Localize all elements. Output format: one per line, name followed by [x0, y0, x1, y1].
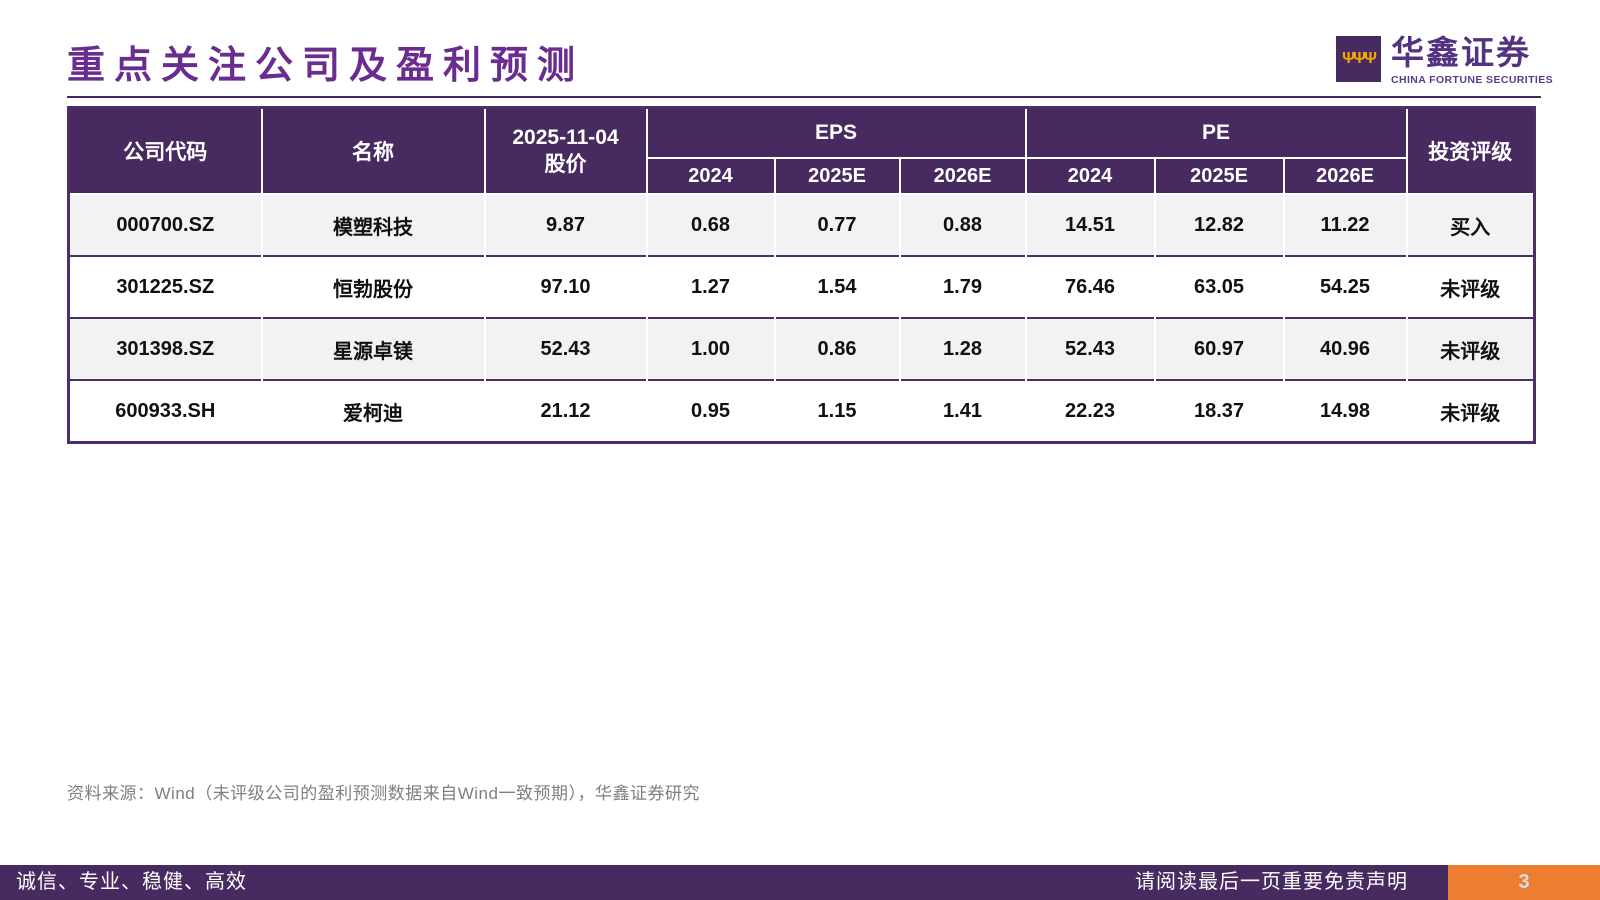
cell-price: 9.87: [483, 193, 648, 256]
cell-pe-2024: 76.46: [1024, 255, 1156, 318]
cell-code: 600933.SH: [67, 379, 263, 443]
cell-price: 97.10: [483, 255, 648, 318]
cell-eps-2025e: 0.77: [773, 193, 901, 256]
table-body: 000700.SZ 模塑科技 9.87 0.68 0.77 0.88 14.51 12.82 1…: [67, 193, 1536, 443]
cell-eps-2025e: 1.54: [773, 255, 901, 318]
col-header-pe-group: PE: [1024, 106, 1408, 159]
col-header-rating: 投资评级: [1405, 106, 1536, 195]
col-header-eps-2025e: 2025E: [773, 157, 901, 195]
page-title: 重点关注公司及盈利预测: [67, 45, 585, 87]
col-header-price: 2025-11-04 股价: [483, 106, 648, 195]
cell-rating: 买入: [1405, 193, 1536, 256]
cell-price: 52.43: [483, 317, 648, 380]
cell-code: 301398.SZ: [67, 317, 263, 380]
cell-rating: 未评级: [1405, 317, 1536, 380]
cell-code: 301225.SZ: [67, 255, 263, 318]
table-row: 301225.SZ 恒勃股份 97.10 1.27 1.54 1.79 76.46 63.05…: [67, 255, 1536, 318]
col-header-pe-2026e: 2026E: [1282, 157, 1408, 195]
cell-eps-2024: 1.00: [645, 317, 776, 380]
footer-bar: 诚信、专业、稳健、高效 请阅读最后一页重要免责声明 3: [0, 865, 1600, 900]
forecast-table: 公司代码 名称 2025-11-04 股价 EPS PE 投资评级 2024 2…: [67, 106, 1537, 444]
cell-eps-2026e: 1.41: [898, 379, 1027, 443]
cell-eps-2026e: 1.28: [898, 317, 1027, 380]
col-header-eps-2024: 2024: [645, 157, 776, 195]
cell-eps-2025e: 0.86: [773, 317, 901, 380]
brand-logo: ΨΨΨ 华鑫证券 CHINA FORTUNE SECURITIES: [1336, 34, 1554, 86]
cell-name: 恒勃股份: [260, 255, 486, 318]
col-header-code: 公司代码: [67, 106, 263, 195]
brand-logo-icon: ΨΨΨ: [1336, 36, 1381, 82]
cell-pe-2026e: 14.98: [1282, 379, 1408, 443]
col-header-eps-2026e: 2026E: [898, 157, 1027, 195]
cell-eps-2024: 1.27: [645, 255, 776, 318]
table-row: 600933.SH 爱柯迪 21.12 0.95 1.15 1.41 22.23 18.37 1…: [67, 379, 1536, 443]
col-header-eps-group: EPS: [645, 106, 1027, 159]
cell-eps-2024: 0.95: [645, 379, 776, 443]
cell-rating: 未评级: [1405, 255, 1536, 318]
footer-disclaimer: 请阅读最后一页重要免责声明: [1135, 871, 1408, 893]
page-number: 3: [1448, 865, 1600, 900]
source-note: 资料来源：Wind（未评级公司的盈利预测数据来自Wind一致预期），华鑫证券研究: [67, 784, 700, 803]
cell-name: 爱柯迪: [260, 379, 486, 443]
cell-pe-2026e: 40.96: [1282, 317, 1408, 380]
col-header-pe-2025e: 2025E: [1153, 157, 1285, 195]
cell-name: 模塑科技: [260, 193, 486, 256]
cell-rating: 未评级: [1405, 379, 1536, 443]
cell-eps-2026e: 0.88: [898, 193, 1027, 256]
cell-price: 21.12: [483, 379, 648, 443]
cell-eps-2024: 0.68: [645, 193, 776, 256]
cell-name: 星源卓镁: [260, 317, 486, 380]
cell-pe-2024: 52.43: [1024, 317, 1156, 380]
cell-pe-2025e: 18.37: [1153, 379, 1285, 443]
table-header: 公司代码 名称 2025-11-04 股价 EPS PE 投资评级 2024 2…: [67, 106, 1536, 195]
cell-eps-2025e: 1.15: [773, 379, 901, 443]
cell-eps-2026e: 1.79: [898, 255, 1027, 318]
table-row: 301398.SZ 星源卓镁 52.43 1.00 0.86 1.28 52.43 60.97…: [67, 317, 1536, 380]
footer-slogan: 诚信、专业、稳健、高效: [16, 871, 247, 893]
cell-pe-2025e: 12.82: [1153, 193, 1285, 256]
cell-pe-2024: 22.23: [1024, 379, 1156, 443]
col-header-pe-2024: 2024: [1024, 157, 1156, 195]
cell-pe-2024: 14.51: [1024, 193, 1156, 256]
brand-name-cn: 华鑫证券: [1391, 34, 1531, 71]
table-row: 000700.SZ 模塑科技 9.87 0.68 0.77 0.88 14.51 12.82 1…: [67, 193, 1536, 256]
cell-code: 000700.SZ: [67, 193, 263, 256]
brand-name-en: CHINA FORTUNE SECURITIES: [1391, 73, 1554, 86]
col-header-name: 名称: [260, 106, 486, 195]
cell-pe-2026e: 54.25: [1282, 255, 1408, 318]
cell-pe-2025e: 60.97: [1153, 317, 1285, 380]
cell-pe-2026e: 11.22: [1282, 193, 1408, 256]
title-underline: [67, 96, 1541, 98]
cell-pe-2025e: 63.05: [1153, 255, 1285, 318]
brand-name: 华鑫证券 CHINA FORTUNE SECURITIES: [1391, 34, 1554, 86]
